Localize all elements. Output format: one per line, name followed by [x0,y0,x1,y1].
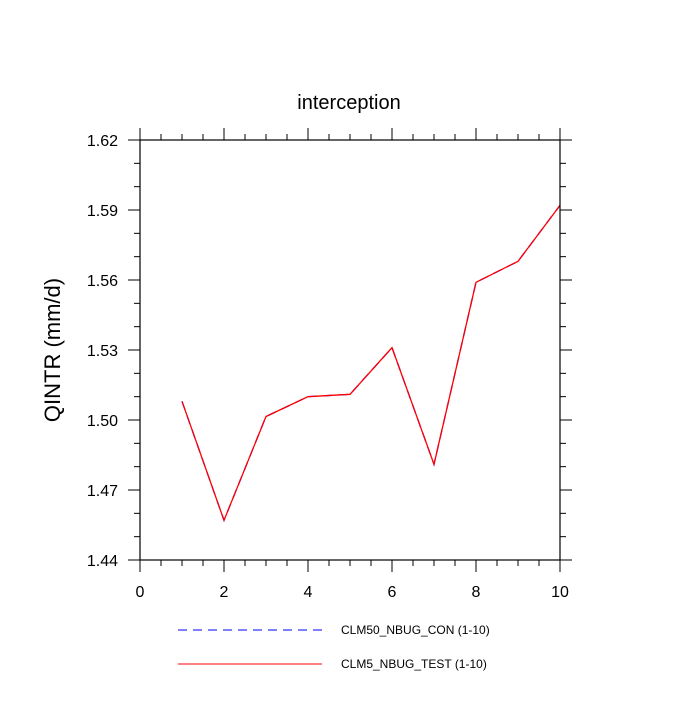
y-tick-label: 1.62 [87,133,118,150]
y-axis-label: QINTR (mm/d) [40,278,65,422]
chart-title: interception [297,92,400,114]
legend: CLM50_NBUG_CON (1-10) CLM5_NBUG_TEST (1-1… [178,623,490,671]
y-tick-label: 1.44 [87,553,118,570]
y-tick-label: 1.47 [87,483,118,500]
series-line-2 [181,204,561,523]
y-tick-label: 1.59 [87,203,118,220]
plot-series [181,204,561,523]
x-tick-label: 0 [136,584,145,601]
y-tick-label: 1.56 [87,273,118,290]
legend-label-1: CLM50_NBUG_CON (1-10) [341,623,490,637]
x-tick-label: 2 [220,584,229,601]
x-tick-label: 4 [304,584,313,601]
x-tick-label: 10 [551,584,569,601]
plot-frame [139,139,561,561]
axis-ticks: 1.44 1.47 1.50 1.53 1.56 1.59 1.62 0 2 4 6 8 10 [87,128,572,601]
legend-label-2: CLM5_NBUG_TEST (1-10) [341,657,487,671]
x-tick-label: 8 [472,584,481,601]
y-tick-label: 1.50 [87,413,118,430]
y-tick-label: 1.53 [87,343,118,360]
x-tick-label: 6 [388,584,397,601]
